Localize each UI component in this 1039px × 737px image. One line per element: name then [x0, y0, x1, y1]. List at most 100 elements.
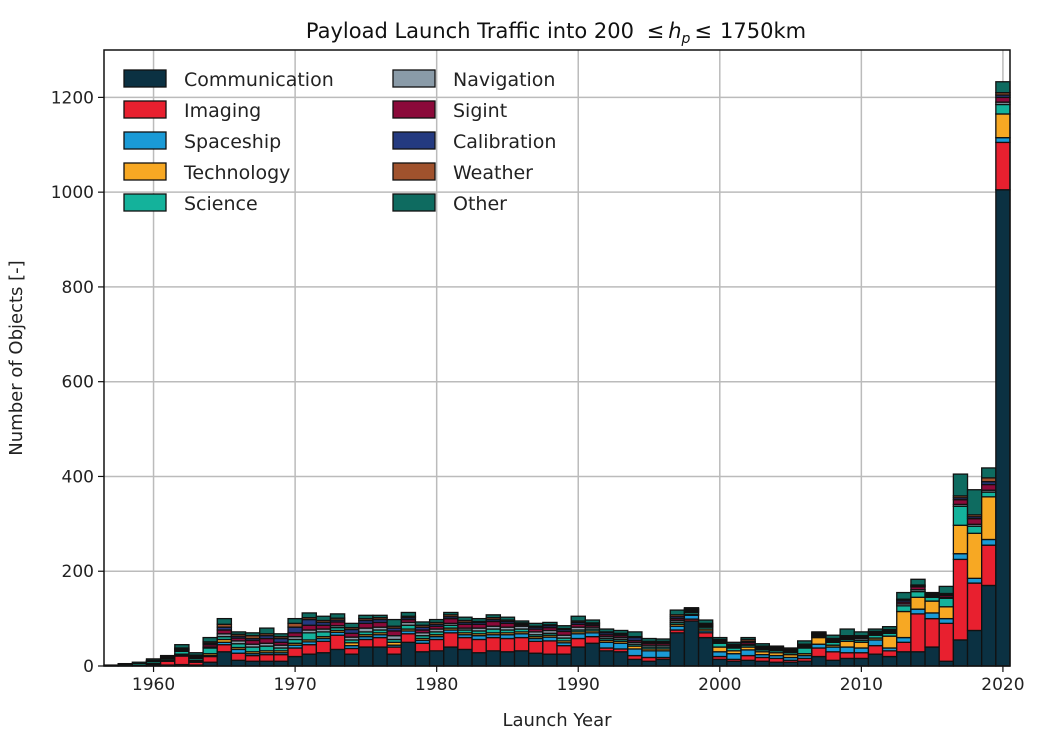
bar-stack-1971: [301, 612, 317, 667]
bar-imaging-1986: [513, 636, 530, 652]
bar-communication-2010: [853, 657, 870, 667]
bar-stack-1969: [273, 633, 289, 667]
bar-stack-1980: [428, 618, 445, 667]
bar-imaging-1969: [273, 653, 289, 662]
bar-stack-1992: [598, 628, 615, 667]
bar-spaceship-1996: [655, 650, 671, 659]
bar-other-2013: [896, 591, 912, 600]
bar-stack-1977: [386, 618, 402, 667]
bar-stack-2009: [839, 628, 855, 667]
plot-frame: [103, 49, 1011, 667]
bar-calibration-1970: [287, 626, 303, 634]
bar-communication-2007: [811, 655, 827, 667]
y-tick-label: 400: [62, 467, 94, 487]
bar-other-1983: [471, 617, 487, 623]
bar-science-2016: [938, 597, 955, 608]
bar-imaging-2007: [811, 647, 827, 658]
y-tick-label: 0: [83, 657, 94, 677]
bar-stack-1982: [457, 616, 473, 667]
bar-stack-1996: [655, 638, 671, 667]
bar-stack-2003: [754, 643, 770, 667]
bar-communication-1998: [683, 620, 700, 667]
bar-stack-1999: [697, 619, 714, 667]
bar-other-1964: [202, 636, 218, 643]
bar-communication-1988: [542, 653, 558, 667]
bar-imaging-1985: [499, 637, 516, 653]
bar-technology-2010: [853, 641, 870, 649]
bar-imaging-2002: [740, 654, 756, 661]
bar-sigint-1968: [259, 637, 275, 644]
bar-stack-1988: [542, 621, 558, 667]
bar-other-1988: [542, 621, 558, 626]
bar-other-1987: [528, 622, 544, 627]
bar-communication-1997: [669, 632, 686, 667]
bar-communication-1971: [301, 653, 317, 667]
bar-communication-1984: [485, 650, 502, 667]
bar-imaging-2016: [938, 622, 955, 662]
bar-imaging-1962: [174, 655, 190, 666]
bar-technology-2014: [910, 596, 926, 610]
bar-communication-1966: [230, 659, 247, 667]
bar-science-2017: [952, 505, 969, 526]
legend-label-imaging: Imaging: [184, 100, 261, 122]
bar-other-2012: [881, 626, 898, 631]
bar-stack-1962: [174, 644, 190, 667]
bar-stack-1973: [329, 613, 346, 667]
bar-communication-1970: [287, 655, 303, 667]
bar-spaceship-2018: [966, 577, 983, 584]
legend-label-technology: Technology: [183, 162, 290, 184]
bar-other-1967: [244, 632, 261, 637]
bar-technology-2013: [896, 610, 912, 639]
bar-imaging-1974: [344, 647, 360, 655]
bar-science-2019: [981, 491, 997, 498]
x-axis-label: Launch Year: [502, 710, 612, 731]
bar-other-2007: [811, 631, 827, 634]
bar-communication-1974: [344, 653, 360, 667]
legend-label-communication: Communication: [184, 69, 334, 91]
bar-imaging-1967: [244, 654, 261, 662]
bar-other-1971: [301, 612, 317, 619]
bar-stack-1974: [344, 622, 360, 667]
bar-spaceship-2011: [867, 639, 884, 647]
legend-swatch-technology: [123, 162, 167, 181]
bar-stack-1995: [641, 637, 657, 667]
bar-science-2006: [797, 647, 813, 655]
bar-imaging-2008: [825, 651, 841, 661]
bar-stack-2008: [825, 634, 841, 667]
x-tick-label: 2000: [698, 675, 741, 695]
legend-swatch-weather: [392, 162, 436, 181]
bar-stack-1984: [485, 614, 502, 667]
bar-stack-1990: [570, 615, 586, 667]
bar-other-2016: [938, 585, 955, 595]
bar-technology-2015: [924, 600, 940, 614]
bar-other-1996: [655, 638, 671, 643]
x-tick-label: 1970: [273, 675, 316, 695]
bar-calibration-1971: [301, 618, 317, 626]
bar-imaging-1968: [259, 653, 275, 662]
bar-sigint-2019: [981, 483, 997, 491]
bar-communication-1975: [358, 646, 374, 667]
legend-swatch-navigation: [392, 69, 436, 88]
bar-imaging-1970: [287, 647, 303, 658]
bar-communication-1986: [513, 650, 530, 667]
bar-communication-2009: [839, 657, 855, 667]
bar-other-1970: [287, 617, 303, 625]
bar-stack-2018: [966, 489, 983, 667]
x-tick-label: 1980: [415, 675, 458, 695]
bar-imaging-1984: [485, 636, 502, 652]
bar-other-1986: [513, 620, 530, 624]
x-tick-label: 1960: [132, 675, 175, 695]
bar-science-2020: [995, 103, 1011, 115]
bar-other-1973: [329, 613, 346, 619]
bar-imaging-1991: [584, 635, 601, 644]
bar-communication-1991: [584, 642, 601, 667]
x-tick-label: 2020: [981, 675, 1024, 695]
legend-swatch-spaceship: [123, 131, 167, 150]
bar-spaceship-2016: [938, 617, 955, 625]
bar-stack-1989: [556, 625, 572, 667]
bar-other-1982: [457, 616, 473, 622]
legend-label-science: Science: [184, 193, 258, 215]
bar-other-1959: [131, 661, 148, 665]
bar-stack-1975: [358, 614, 374, 667]
